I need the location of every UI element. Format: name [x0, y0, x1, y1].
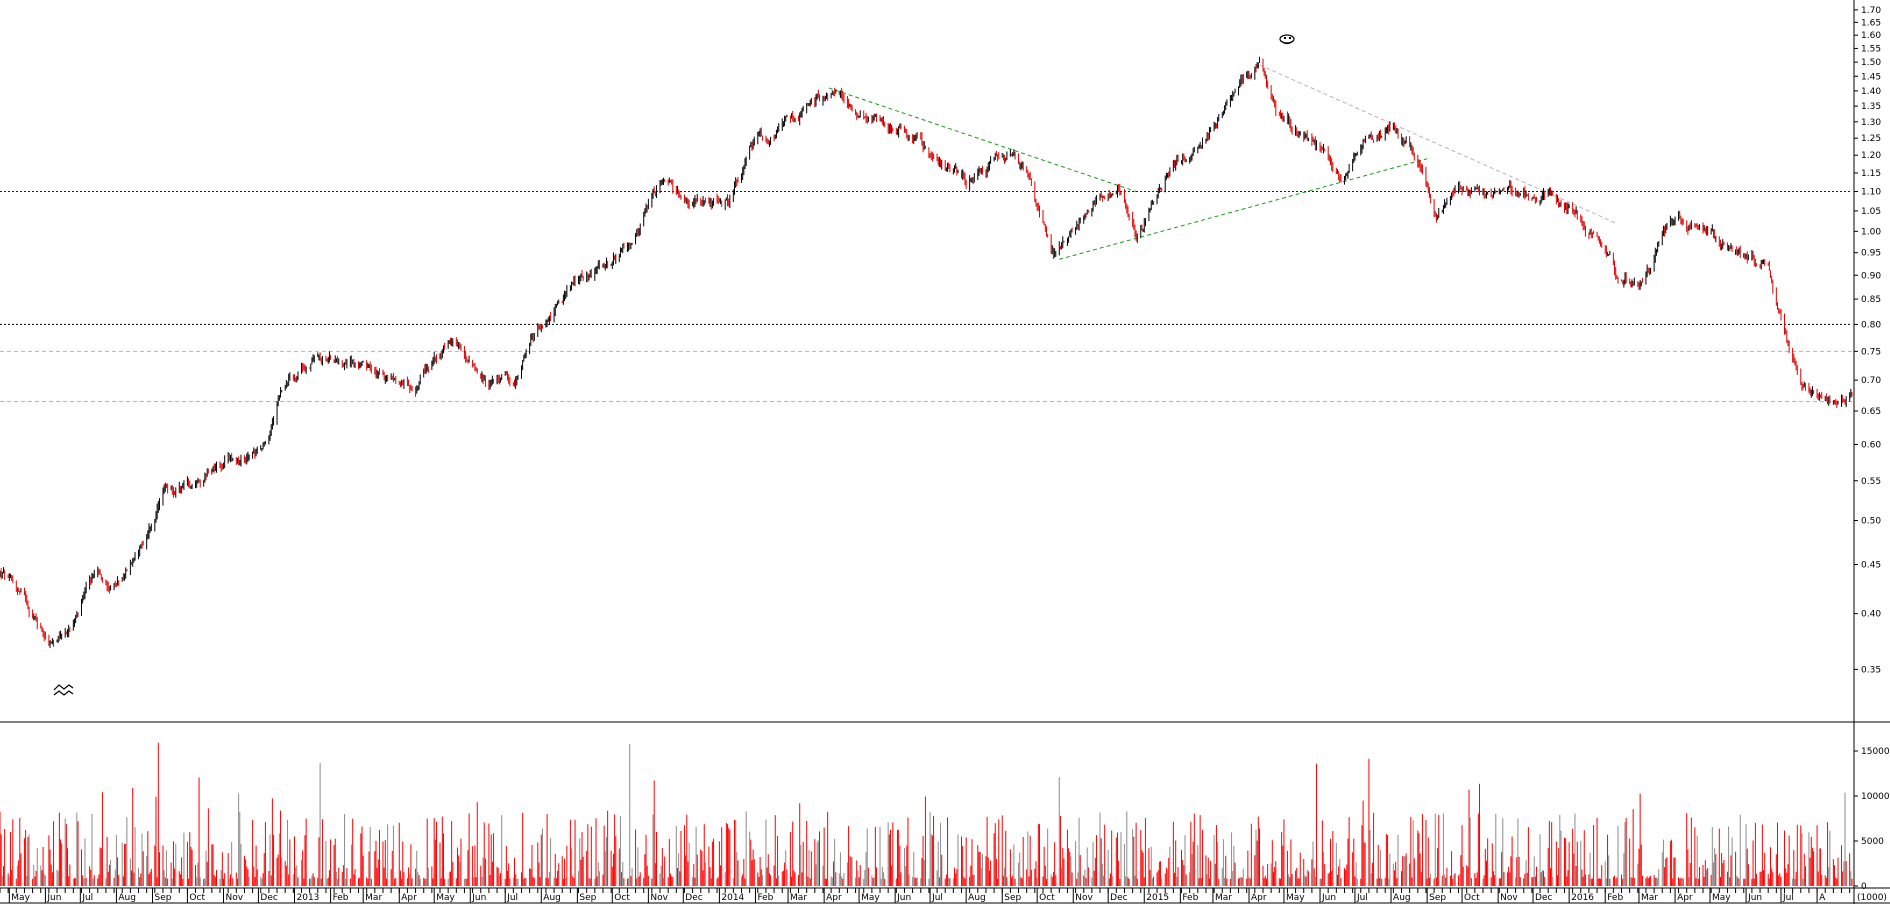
- month-tick-label: Oct: [189, 893, 205, 903]
- price-tick-label: 0.90: [1861, 271, 1881, 281]
- month-tick-label: Jun: [471, 893, 486, 903]
- price-tick-label: 1.55: [1861, 44, 1881, 54]
- month-tick-label: Jun: [46, 893, 61, 903]
- month-tick-label: Aug: [118, 893, 136, 903]
- volume-tick-label: 0: [1861, 882, 1867, 892]
- volume-units-label: (1000): [1857, 893, 1887, 903]
- month-tick-label: Nov: [225, 893, 243, 903]
- month-tick-label: Jul: [1782, 893, 1794, 903]
- chart-markers: [53, 34, 1295, 696]
- month-tick-label: May: [861, 893, 880, 903]
- month-tick-label: Jul: [81, 893, 93, 903]
- price-tick-label: 0.60: [1861, 440, 1881, 450]
- month-tick-label: Jun: [1321, 893, 1336, 903]
- month-tick-label: Oct: [1039, 893, 1055, 903]
- month-tick-label: Mar: [790, 893, 807, 903]
- month-tick-label: 2014: [721, 893, 744, 903]
- price-tick-label: 1.60: [1861, 31, 1881, 41]
- price-tick-label: 0.95: [1861, 249, 1881, 259]
- price-tick-label: 0.70: [1861, 376, 1881, 386]
- price-tick-label: 1.15: [1861, 169, 1881, 179]
- month-tick-label: Nov: [650, 893, 668, 903]
- price-tick-label: 0.75: [1861, 347, 1881, 357]
- month-tick-label: May: [1712, 893, 1731, 903]
- month-tick-label: Aug: [968, 893, 986, 903]
- month-tick-label: May: [1286, 893, 1305, 903]
- price-tick-label: 1.20: [1861, 151, 1881, 161]
- time-axis: May Jun Jul Aug Sep Oct Nov Dec 2013 Feb Mar Apr May…: [0, 888, 1851, 903]
- month-tick-label: Mar: [365, 893, 382, 903]
- price-tick-label: 0.55: [1861, 477, 1881, 487]
- month-tick-label: Jun: [896, 893, 911, 903]
- month-tick-label: 2013: [297, 893, 320, 903]
- month-tick-label: Sep: [1429, 893, 1446, 903]
- horizontal-levels: [0, 191, 1852, 403]
- month-tick-label: Jul: [506, 893, 518, 903]
- month-tick-label: Apr: [826, 893, 842, 903]
- month-tick-label: Dec: [1110, 893, 1127, 903]
- month-tick-label: Nov: [1500, 893, 1518, 903]
- month-tick-label: May: [11, 893, 30, 903]
- price-tick-label: 1.40: [1861, 87, 1881, 97]
- price-candles: [0, 56, 1853, 648]
- frown-marker-icon: [53, 684, 74, 696]
- month-tick-label: Apr: [1251, 893, 1267, 903]
- price-tick-label: 1.45: [1861, 72, 1881, 82]
- month-tick-label: Feb: [333, 893, 349, 903]
- month-tick-label: Apr: [1677, 893, 1693, 903]
- month-tick-label: Sep: [1004, 893, 1021, 903]
- month-tick-label: Feb: [1182, 893, 1198, 903]
- price-tick-label: 0.65: [1861, 407, 1881, 417]
- month-tick-label: Dec: [685, 893, 702, 903]
- month-tick-label: Sep: [579, 893, 596, 903]
- price-tick-label: 0.35: [1861, 665, 1881, 675]
- price-tick-label: 1.10: [1861, 188, 1881, 198]
- month-tick-label: Sep: [154, 893, 171, 903]
- month-tick-label: Aug: [543, 893, 561, 903]
- price-tick-label: 0.85: [1861, 295, 1881, 305]
- price-tick-label: 1.35: [1861, 102, 1881, 112]
- volume-axis: 0 5000 10000 15000: [1854, 747, 1890, 892]
- month-tick-label: Mar: [1215, 893, 1232, 903]
- volume-tick-label: 15000: [1861, 747, 1890, 757]
- month-tick-label: May: [436, 893, 455, 903]
- month-tick-label: Nov: [1075, 893, 1093, 903]
- month-tick-label: Jul: [1356, 893, 1368, 903]
- month-tick-label: Jun: [1747, 893, 1762, 903]
- price-tick-label: 0.50: [1861, 517, 1881, 527]
- month-tick-label: Oct: [1464, 893, 1480, 903]
- price-axis: 1.70 1.65 1.60 1.55 1.50 1.45 1.40 1.35 1.30 1.25…: [1854, 6, 1881, 675]
- trend-line: [1059, 158, 1428, 260]
- trend-line: [828, 87, 1137, 193]
- volume-tick-label: 5000: [1861, 837, 1884, 847]
- price-tick-label: 0.40: [1861, 610, 1881, 620]
- price-tick-label: 0.80: [1861, 320, 1881, 330]
- smiley-marker-icon: [1279, 34, 1295, 45]
- price-tick-label: 1.50: [1861, 58, 1881, 68]
- month-tick-label: Mar: [1641, 893, 1658, 903]
- month-tick-label: Dec: [260, 893, 277, 903]
- price-tick-label: 1.70: [1861, 6, 1881, 16]
- volume-tick-label: 10000: [1861, 792, 1890, 802]
- price-tick-label: 1.05: [1861, 207, 1881, 217]
- price-tick-label: 1.30: [1861, 118, 1881, 128]
- month-tick-label: Aug: [1393, 893, 1411, 903]
- month-tick-label: Feb: [1607, 893, 1623, 903]
- price-tick-label: 1.65: [1861, 18, 1881, 28]
- month-tick-label: Feb: [757, 893, 773, 903]
- month-tick-label: 2015: [1146, 893, 1169, 903]
- price-tick-label: 1.00: [1861, 227, 1881, 237]
- price-tick-label: 1.25: [1861, 134, 1881, 144]
- month-tick-label: Apr: [401, 893, 417, 903]
- month-tick-label: Jul: [931, 893, 943, 903]
- month-tick-label: 2016: [1571, 893, 1594, 903]
- month-tick-label: Oct: [614, 893, 630, 903]
- volume-bars: [0, 742, 1853, 886]
- month-tick-label: Dec: [1535, 893, 1552, 903]
- price-tick-label: 0.45: [1861, 560, 1881, 570]
- month-tick-label: A: [1819, 893, 1826, 903]
